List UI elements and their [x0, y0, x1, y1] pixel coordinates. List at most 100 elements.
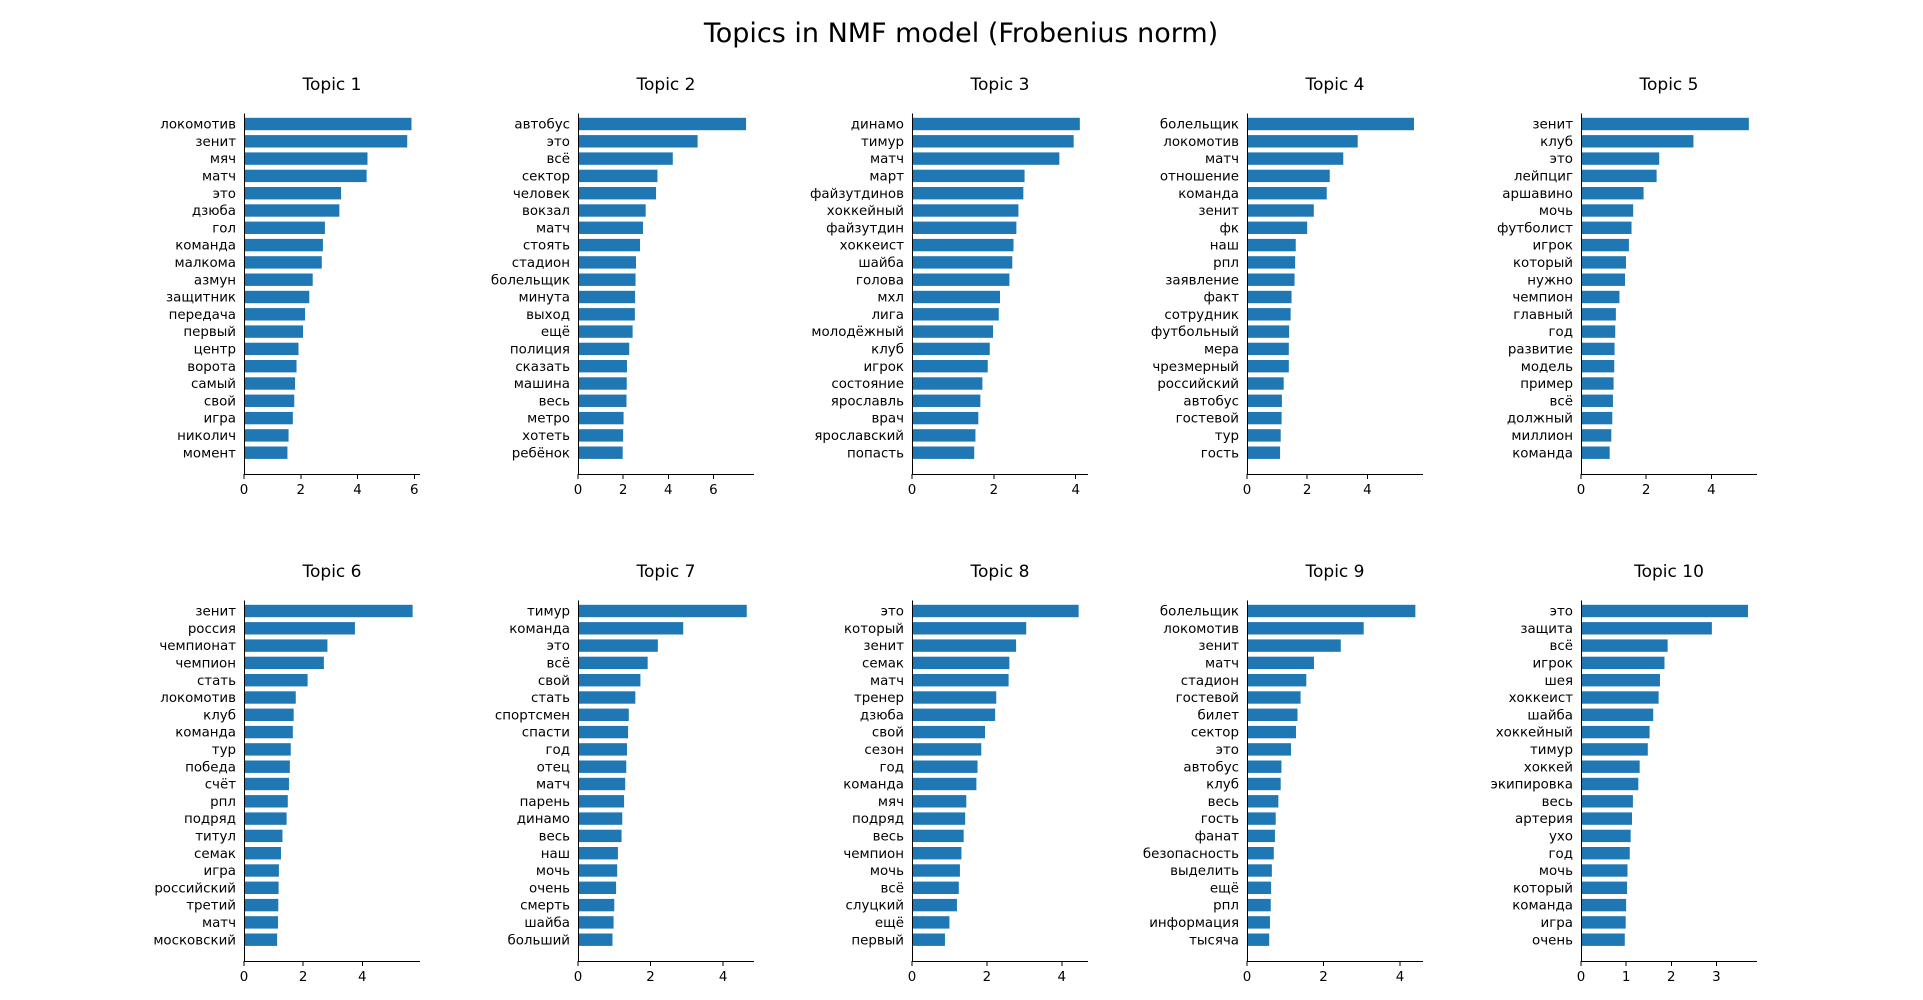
word-label: сотрудник	[1164, 308, 1239, 323]
bar	[244, 708, 294, 721]
bar	[1581, 204, 1634, 217]
word-label: рпл	[1213, 899, 1239, 914]
word-label: стать	[531, 691, 570, 706]
x-tick-label: 0	[908, 483, 917, 498]
bar	[912, 760, 978, 773]
bar	[912, 725, 986, 739]
word-label: дзюба	[192, 203, 236, 219]
bar	[244, 725, 293, 739]
word-label: клуб	[203, 707, 236, 723]
word-label: хоккейный	[827, 204, 904, 219]
word-label: рпл	[210, 795, 236, 810]
word-label: матч	[202, 170, 236, 185]
word-label: матч	[870, 674, 904, 689]
bar	[1247, 639, 1341, 652]
bar	[912, 622, 1027, 635]
word-label: смерть	[520, 899, 570, 914]
word-label: экипировка	[1491, 778, 1573, 793]
word-label: сектор	[1191, 726, 1239, 741]
word-label: игрок	[863, 360, 904, 375]
bar	[244, 691, 296, 704]
word-label: это	[547, 135, 570, 150]
word-label: весь	[1208, 795, 1239, 810]
word-label: полиция	[510, 343, 570, 358]
bar	[1581, 117, 1749, 131]
bar	[1581, 864, 1628, 877]
bar	[244, 325, 304, 338]
bar	[578, 674, 641, 687]
bar	[1247, 169, 1330, 183]
word-label: локомотив	[1163, 135, 1239, 150]
bar	[1581, 169, 1657, 183]
bar	[912, 864, 960, 877]
word-label: семак	[194, 847, 236, 862]
panel-title: Topic 5	[1639, 75, 1699, 95]
word-label: клуб	[871, 342, 904, 358]
word-label: локомотив	[160, 691, 236, 706]
bar	[1247, 325, 1290, 338]
word-label: всё	[1550, 638, 1574, 654]
bar	[1581, 691, 1659, 704]
bar	[912, 446, 975, 459]
word-label: автобус	[1183, 759, 1239, 775]
word-label: ещё	[1210, 880, 1239, 896]
bar	[578, 429, 624, 442]
bar	[912, 221, 1017, 234]
bar	[1247, 377, 1284, 390]
bar	[1581, 656, 1665, 670]
panel-title: Topic 1	[302, 75, 362, 95]
bar	[912, 411, 979, 425]
bar	[244, 933, 278, 946]
word-label: команда	[843, 778, 904, 793]
x-tick-label: 2	[1319, 970, 1328, 985]
bar	[244, 135, 408, 148]
word-label: динамо	[517, 812, 570, 827]
bar	[244, 273, 313, 286]
word-label: ещё	[541, 324, 570, 340]
word-label: российский	[1157, 377, 1239, 392]
word-label: команда	[175, 239, 236, 254]
x-tick-label: 0	[1243, 970, 1252, 985]
word-label: фк	[1219, 221, 1239, 236]
bar	[912, 117, 1080, 131]
bar	[1247, 760, 1282, 773]
word-label: семак	[862, 657, 904, 672]
word-label: игра	[204, 864, 236, 879]
bar	[1581, 604, 1748, 618]
bar	[1581, 342, 1615, 356]
bar	[578, 829, 622, 843]
word-label: титул	[195, 830, 236, 845]
bar	[912, 135, 1074, 148]
word-label: билет	[1197, 707, 1239, 723]
bar	[1247, 656, 1314, 670]
word-label: должный	[1507, 412, 1573, 427]
bar	[1581, 377, 1614, 390]
bar	[912, 795, 967, 808]
bar	[578, 117, 747, 131]
topic-panel: Topic 4 болельщик локомотив матч отношение ко…	[1151, 75, 1423, 498]
word-label: весь	[539, 830, 570, 845]
word-label: болельщик	[491, 272, 570, 288]
bar	[1247, 135, 1358, 148]
word-label: матч	[1205, 152, 1239, 167]
x-tick-label: 4	[1363, 483, 1372, 498]
word-label: ярославль	[831, 394, 904, 409]
bar	[244, 117, 412, 131]
bar	[1247, 881, 1272, 894]
word-label: заявление	[1165, 273, 1239, 288]
bar	[244, 743, 291, 756]
bar	[1581, 812, 1632, 825]
word-label: сектор	[522, 170, 570, 185]
word-label: передача	[169, 308, 236, 323]
panel-title: Topic 6	[302, 562, 362, 582]
word-label: первый	[183, 325, 236, 340]
word-label: врач	[871, 412, 904, 427]
bar	[244, 777, 289, 791]
word-label: команда	[1512, 899, 1573, 914]
x-tick-label: 6	[410, 483, 419, 498]
word-label: гость	[1201, 446, 1239, 461]
bar	[912, 169, 1025, 183]
x-tick-label: 2	[1642, 483, 1651, 498]
bar	[1247, 916, 1270, 929]
bar	[1581, 308, 1616, 321]
